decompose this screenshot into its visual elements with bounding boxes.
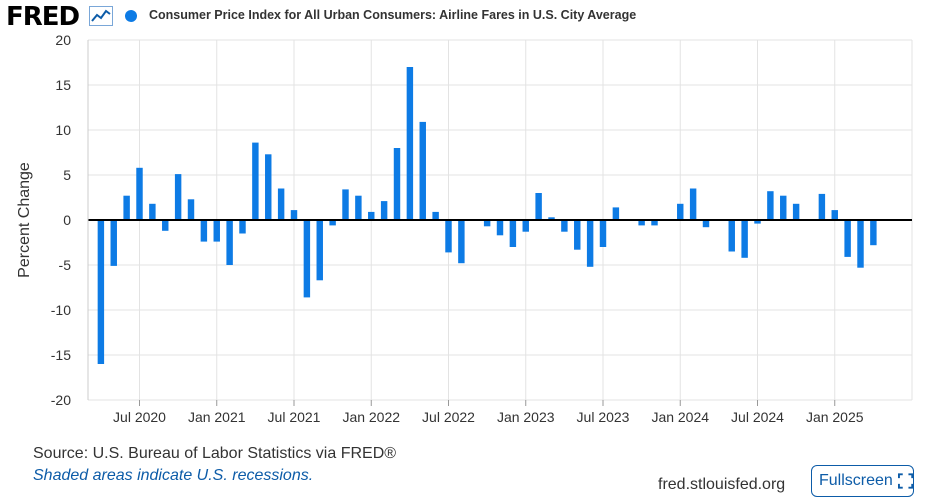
bar: [252, 142, 259, 220]
bar: [380, 201, 388, 220]
bar: [277, 188, 285, 220]
bar: [187, 199, 195, 220]
bar: [200, 220, 208, 242]
x-tick-label: Jul 2022: [422, 409, 475, 425]
x-tick-label: Jan 2025: [806, 409, 864, 425]
bar: [651, 220, 658, 226]
source-text: Source: U.S. Bureau of Labor Statistics …: [33, 445, 397, 462]
x-tick-label: Jan 2023: [497, 409, 555, 425]
x-tick-label: Jul 2023: [577, 409, 630, 425]
bar: [406, 67, 414, 220]
y-tick-label: -15: [51, 347, 71, 363]
bar: [574, 220, 581, 250]
bar: [844, 220, 851, 257]
bar: [535, 193, 542, 220]
bar: [561, 220, 568, 232]
bar: [599, 220, 607, 247]
y-tick-label: 15: [55, 77, 71, 93]
bar: [689, 188, 697, 220]
bar: [149, 203, 156, 220]
bar: [265, 154, 272, 220]
bar: [393, 148, 401, 220]
x-tick-label: Jul 2021: [268, 409, 321, 425]
fred-url[interactable]: fred.stlouisfed.org: [658, 476, 786, 493]
bar-series: [97, 67, 877, 364]
bar: [445, 220, 452, 253]
bar: [831, 210, 838, 220]
bar: [432, 211, 439, 220]
bar: [522, 220, 529, 232]
x-tick-label: Jan 2024: [651, 409, 709, 425]
recession-note: Shaded areas indicate U.S. recessions.: [33, 467, 314, 484]
y-tick-label: 5: [63, 167, 71, 183]
bar-chart: 20 15 10 5 0 -5 -10 -15 -20 Jul 2020 Jan 2021 Jul 2…: [16, 32, 913, 425]
bar: [174, 174, 182, 220]
y-tick-label: 20: [55, 32, 71, 48]
bar: [702, 220, 710, 228]
bar: [586, 220, 594, 267]
bar: [638, 220, 645, 226]
x-tick-label: Jul 2020: [113, 409, 166, 425]
bar: [290, 210, 298, 220]
bar: [754, 220, 761, 224]
bar: [818, 193, 826, 220]
y-tick-label: -5: [59, 257, 72, 273]
bar: [316, 220, 323, 281]
bar: [483, 220, 491, 227]
bar: [239, 220, 246, 234]
y-tick-label: 10: [55, 122, 71, 138]
legend-series-marker: [125, 10, 137, 22]
bar: [612, 207, 620, 220]
bar: [123, 195, 130, 220]
bar: [342, 189, 349, 220]
bar: [419, 121, 426, 220]
bar: [870, 220, 877, 246]
bar: [303, 220, 311, 298]
fullscreen-label: Fullscreen: [819, 472, 893, 489]
x-tick-label: Jan 2021: [188, 409, 246, 425]
bar: [496, 220, 504, 236]
bar: [548, 217, 555, 220]
bar: [857, 220, 864, 268]
bar: [792, 203, 800, 220]
bar: [509, 220, 517, 247]
bar: [780, 195, 787, 220]
bar: [741, 220, 748, 258]
y-tick-label: -10: [51, 302, 71, 318]
expand-icon: [897, 473, 913, 489]
y-tick-label: 0: [63, 212, 71, 228]
bar: [329, 220, 336, 226]
y-tick-label: -20: [51, 392, 71, 408]
bar: [677, 203, 684, 220]
bar: [213, 220, 220, 242]
bar: [226, 220, 233, 265]
bar: [458, 220, 465, 264]
bar: [368, 211, 375, 220]
fred-logo[interactable]: FRED: [6, 2, 80, 32]
x-tick-label: Jan 2022: [342, 409, 400, 425]
bar: [136, 167, 143, 220]
legend-series-label[interactable]: Consumer Price Index for All Urban Consu…: [149, 8, 637, 22]
bar: [162, 220, 169, 231]
bar: [728, 220, 735, 252]
bar: [110, 220, 117, 266]
bar: [355, 195, 362, 220]
y-axis-title: Percent Change: [16, 162, 33, 278]
fullscreen-button[interactable]: Fullscreen: [811, 465, 914, 497]
bar: [767, 191, 774, 220]
chart-header: FRED Consumer Price Index for All Urban …: [0, 0, 930, 34]
bar: [97, 220, 105, 364]
x-tick-label: Jul 2024: [731, 409, 784, 425]
line-chart-icon: [89, 6, 113, 26]
axes: 20 15 10 5 0 -5 -10 -15 -20 Jul 2020 Jan 2021 Jul 2…: [16, 32, 912, 425]
